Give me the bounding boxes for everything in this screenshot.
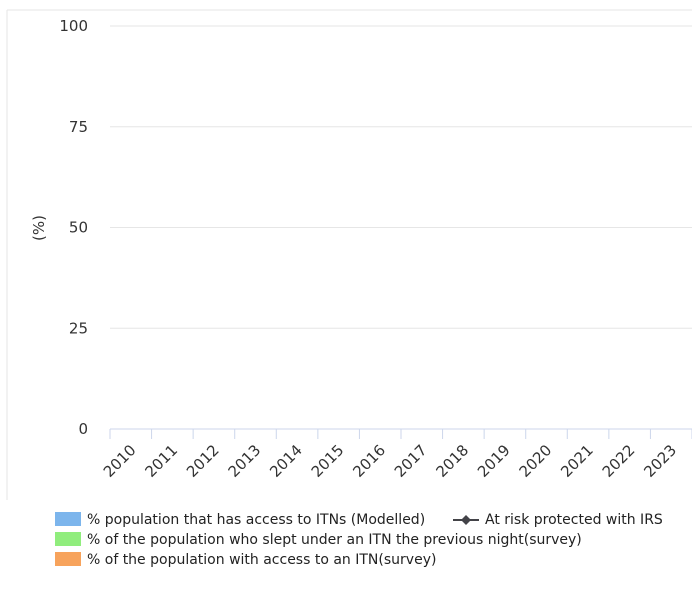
gridlines [110,25,692,329]
legend-item-irs[interactable]: At risk protected with IRS [453,510,663,530]
x-tick-label: 2011 [141,441,181,481]
legend-swatch-green [55,532,81,546]
x-tick-label: 2017 [391,441,431,481]
y-tick-label: 0 [78,420,88,438]
legend-item-slept-under-itn[interactable]: % of the population who slept under an I… [55,530,582,550]
y-tick-label: 25 [69,319,88,337]
legend-swatch-blue [55,512,81,526]
legend-item-itn-access-survey[interactable]: % of the population with access to an IT… [55,550,436,570]
x-tick-label: 2020 [516,441,556,481]
legend-line-marker-icon [453,515,479,525]
x-tick-label: 2013 [225,441,265,481]
y-axis-label: (%) [30,215,48,241]
legend-label: % of the population who slept under an I… [87,532,582,548]
x-tick-label: 2016 [349,441,389,481]
legend-swatch-orange [55,552,81,566]
x-tick-label: 2012 [183,441,223,481]
legend-item-itn-access-modelled[interactable]: % population that has access to ITNs (Mo… [55,510,425,530]
x-tick-label: 2018 [432,441,472,481]
x-tick-label: 2019 [474,441,514,481]
x-tick-label: 2023 [640,441,680,481]
legend-label: At risk protected with IRS [485,512,663,528]
legend-label: % of the population with access to an IT… [87,552,437,568]
x-tick-label: 2014 [266,441,306,481]
x-tick-label: 2015 [308,441,348,481]
y-tick-label: 50 [69,219,88,237]
y-tick-label: 75 [69,118,88,136]
legend-label: % population that has access to ITNs (Mo… [87,512,426,528]
x-tick-label: 2022 [599,441,639,481]
y-tick-label: 100 [59,17,88,35]
x-tick-label: 2010 [100,441,140,481]
x-axis: 2010 2011 2012 2013 2014 2015 2016 2017 2018 2019… [100,428,692,481]
y-axis-ticks: 0 25 50 75 100 [59,17,88,438]
x-tick-label: 2021 [557,441,597,481]
